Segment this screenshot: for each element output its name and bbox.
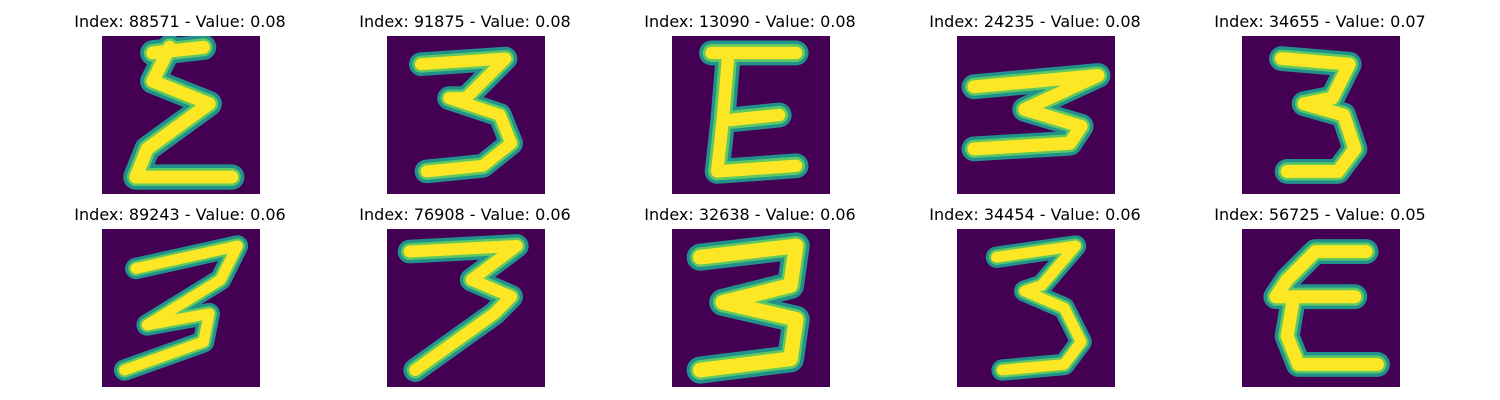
panel: Index: 89243 - Value: 0.06 [30, 205, 330, 395]
digit-image [672, 36, 830, 194]
digit-image [957, 229, 1115, 387]
digit-image [387, 229, 545, 387]
digit-image [957, 36, 1115, 194]
panel: Index: 91875 - Value: 0.08 [315, 12, 615, 202]
panel: Index: 88571 - Value: 0.08 [30, 12, 330, 202]
panel: Index: 56725 - Value: 0.05 [1170, 205, 1470, 395]
digit-image [102, 229, 260, 387]
panel-title: Index: 56725 - Value: 0.05 [1140, 205, 1500, 225]
digit-image [1242, 229, 1400, 387]
panel: Index: 13090 - Value: 0.08 [600, 12, 900, 202]
digit-image [672, 229, 830, 387]
digit-image [1242, 36, 1400, 194]
panel: Index: 34454 - Value: 0.06 [885, 205, 1185, 395]
digit-image [387, 36, 545, 194]
panel: Index: 32638 - Value: 0.06 [600, 205, 900, 395]
panel: Index: 34655 - Value: 0.07 [1170, 12, 1470, 202]
digit-image [102, 36, 260, 194]
panel: Index: 24235 - Value: 0.08 [885, 12, 1185, 202]
panel: Index: 76908 - Value: 0.06 [315, 205, 615, 395]
panel-title: Index: 34655 - Value: 0.07 [1140, 12, 1500, 32]
